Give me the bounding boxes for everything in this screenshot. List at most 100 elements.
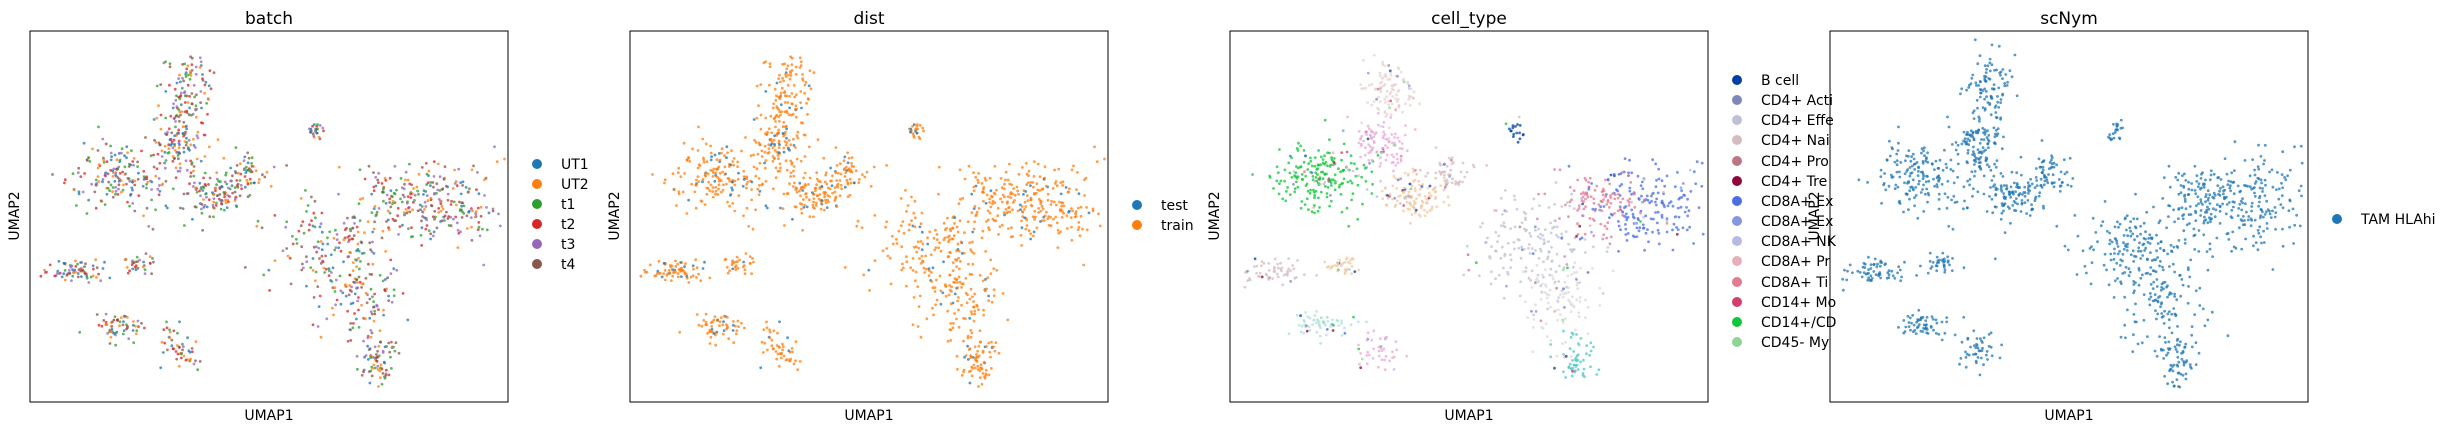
scatter-point <box>1990 63 1994 67</box>
scatter-point <box>1513 247 1516 251</box>
scatter-point <box>908 223 911 227</box>
scatter-point <box>224 201 228 205</box>
scatter-point <box>2190 333 2194 337</box>
scatter-point <box>1888 154 1892 158</box>
scatter-point <box>1530 286 1534 289</box>
scatter-point <box>2299 184 2303 188</box>
scatter-point <box>1384 158 1388 162</box>
scatter-point <box>470 207 473 210</box>
scatter-point <box>714 343 718 347</box>
scatter-point <box>1392 161 1395 164</box>
scatter-point <box>957 202 961 206</box>
scatter-point <box>2014 190 2017 194</box>
scatter-point <box>105 160 109 164</box>
scatter-point <box>728 204 731 208</box>
scatter-point <box>1348 268 1351 271</box>
scatter-point <box>1580 196 1583 200</box>
scatter-point <box>243 175 247 178</box>
scatter-point <box>142 169 146 173</box>
scatter-point <box>1521 270 1525 274</box>
scatter-point <box>1004 170 1008 174</box>
scatter-point <box>1867 255 1870 259</box>
scatter-point <box>1642 198 1646 202</box>
scatter-point <box>129 163 133 167</box>
scatter-point <box>1395 187 1399 190</box>
scatter-point <box>1685 206 1688 209</box>
scatter-point <box>1544 268 1547 271</box>
scatter-point <box>1580 199 1584 202</box>
scatter-point <box>843 175 847 178</box>
scatter-point <box>63 178 67 182</box>
scatter-point <box>1908 166 1912 169</box>
scatter-point <box>793 181 796 185</box>
scatter-point <box>1524 212 1528 216</box>
scatter-point <box>786 101 790 104</box>
scatter-point <box>1381 60 1385 64</box>
scatter-point <box>1953 333 1957 337</box>
scatter-point <box>718 172 722 175</box>
scatter-point <box>1570 374 1574 378</box>
scatter-point <box>1295 276 1298 279</box>
scatter-point <box>1010 226 1013 230</box>
scatter-point <box>2182 360 2186 363</box>
scatter-point <box>1356 183 1360 187</box>
scatter-point <box>1971 131 1975 134</box>
scatter-point <box>104 142 108 146</box>
scatter-point <box>710 155 713 159</box>
scatter-point <box>364 354 368 357</box>
scatter-point <box>229 179 233 183</box>
scatter-point <box>1841 288 1845 292</box>
scatter-point <box>137 194 141 198</box>
scatter-point <box>1346 260 1350 264</box>
scatter-point <box>699 199 703 203</box>
scatter-point <box>192 144 196 147</box>
scatter-point <box>2223 157 2227 161</box>
scatter-point <box>1966 148 1970 152</box>
scatter-point <box>846 151 850 155</box>
scatter-point <box>1283 179 1286 183</box>
scatter-point <box>1414 189 1417 193</box>
scatter-point <box>1962 315 1966 319</box>
scatter-point <box>1621 213 1624 217</box>
scatter-point <box>1394 97 1397 101</box>
scatter-point <box>920 248 924 252</box>
scatter-point <box>1415 172 1419 176</box>
scatter-point <box>420 205 424 208</box>
scatter-point <box>1907 321 1911 324</box>
scatter-point <box>358 280 362 284</box>
scatter-point <box>348 328 352 331</box>
scatter-point <box>2002 135 2005 139</box>
scatter-point <box>1569 248 1572 252</box>
scatter-point <box>136 266 140 270</box>
scatter-point <box>1282 273 1286 277</box>
scatter-point <box>1251 173 1254 176</box>
scatter-point <box>1555 252 1559 256</box>
scatter-point <box>1984 90 1988 93</box>
scatter-point <box>172 329 176 333</box>
scatter-point <box>1040 204 1044 208</box>
scatter-point <box>316 285 320 288</box>
scatter-point <box>368 316 372 320</box>
scatter-point <box>1536 277 1539 280</box>
scatter-point <box>1423 214 1427 218</box>
scatter-point <box>2102 263 2106 267</box>
scatter-point <box>250 164 254 168</box>
scatter-point <box>1532 318 1536 321</box>
scatter-point <box>1043 214 1047 218</box>
scatter-point <box>1582 207 1586 211</box>
scatter-point <box>1307 208 1310 212</box>
scatter-point <box>1571 359 1574 362</box>
scatter-point <box>752 260 755 264</box>
scatter-point <box>1936 259 1940 263</box>
scatter-point <box>1070 238 1074 242</box>
scatter-point <box>1371 182 1374 186</box>
scatter-point <box>1481 221 1484 225</box>
scatter-point <box>1982 192 1986 196</box>
scatter-point <box>355 278 358 282</box>
scatter-point <box>168 328 172 332</box>
scatter-point <box>374 175 378 179</box>
scatter-point <box>377 181 380 185</box>
scatter-point <box>2116 245 2120 248</box>
scatter-point <box>799 194 802 198</box>
scatter-point <box>1056 228 1060 232</box>
